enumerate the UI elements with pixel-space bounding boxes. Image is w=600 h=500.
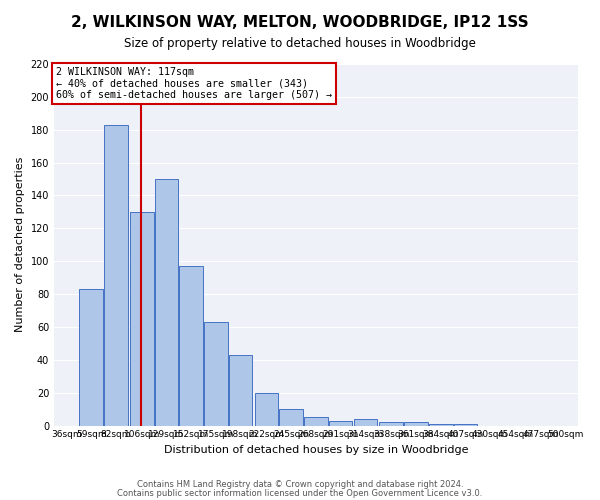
Bar bbox=[454, 424, 477, 426]
Bar bbox=[254, 392, 278, 426]
Text: Size of property relative to detached houses in Woodbridge: Size of property relative to detached ho… bbox=[124, 38, 476, 51]
Bar bbox=[204, 322, 228, 426]
Bar bbox=[155, 179, 178, 426]
Bar bbox=[130, 212, 154, 426]
Bar bbox=[429, 424, 452, 426]
Bar bbox=[104, 125, 128, 426]
Bar bbox=[304, 418, 328, 426]
Bar bbox=[379, 422, 403, 426]
Text: 2 WILKINSON WAY: 117sqm
← 40% of detached houses are smaller (343)
60% of semi-d: 2 WILKINSON WAY: 117sqm ← 40% of detache… bbox=[56, 68, 332, 100]
Text: Contains HM Land Registry data © Crown copyright and database right 2024.: Contains HM Land Registry data © Crown c… bbox=[137, 480, 463, 489]
Bar bbox=[179, 266, 203, 426]
Bar bbox=[404, 422, 428, 426]
Text: Contains public sector information licensed under the Open Government Licence v3: Contains public sector information licen… bbox=[118, 488, 482, 498]
Bar bbox=[329, 420, 352, 426]
Y-axis label: Number of detached properties: Number of detached properties bbox=[15, 157, 25, 332]
Bar bbox=[79, 289, 103, 426]
Text: 2, WILKINSON WAY, MELTON, WOODBRIDGE, IP12 1SS: 2, WILKINSON WAY, MELTON, WOODBRIDGE, IP… bbox=[71, 15, 529, 30]
Bar bbox=[229, 355, 253, 426]
Bar bbox=[353, 419, 377, 426]
X-axis label: Distribution of detached houses by size in Woodbridge: Distribution of detached houses by size … bbox=[164, 445, 468, 455]
Bar bbox=[280, 409, 303, 426]
